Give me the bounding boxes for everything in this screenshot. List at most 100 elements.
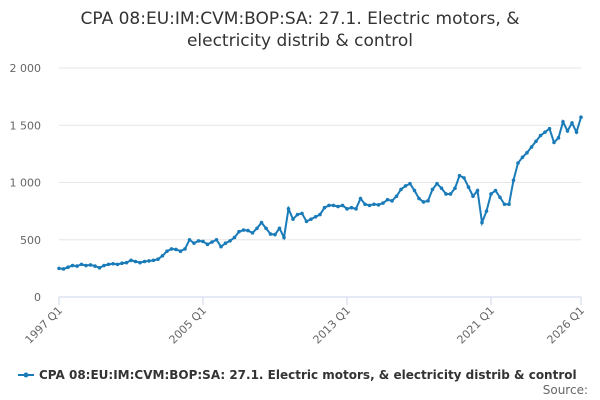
data-point xyxy=(408,181,412,186)
data-point xyxy=(462,176,466,180)
data-point xyxy=(399,187,403,192)
data-point xyxy=(250,231,255,235)
data-point xyxy=(516,161,520,165)
data-point xyxy=(241,228,246,232)
data-point xyxy=(520,155,525,160)
data-point xyxy=(160,253,165,258)
data-point xyxy=(552,140,556,145)
data-point xyxy=(210,240,214,244)
x-tick-label: 1997 Q1 xyxy=(23,304,66,347)
data-point xyxy=(525,150,529,155)
data-point xyxy=(498,195,502,200)
data-point xyxy=(561,120,565,124)
x-tick-label: 2021 Q1 xyxy=(455,304,498,347)
data-point xyxy=(579,115,583,120)
data-point xyxy=(565,129,570,133)
data-point xyxy=(313,215,318,219)
data-point xyxy=(394,194,399,199)
data-point xyxy=(84,263,88,268)
data-point xyxy=(201,239,205,244)
y-tick-label: 1 500 xyxy=(10,119,42,132)
data-point xyxy=(480,220,484,225)
data-point xyxy=(70,263,75,268)
data-point xyxy=(381,201,385,205)
data-point xyxy=(471,194,475,199)
data-point xyxy=(295,212,300,217)
data-point xyxy=(304,219,309,224)
x-tick-label: 2005 Q1 xyxy=(167,304,210,347)
legend-marker xyxy=(23,372,29,378)
data-point xyxy=(318,212,322,217)
data-point xyxy=(457,173,462,178)
data-point xyxy=(475,188,480,193)
y-tick-label: 1 000 xyxy=(10,177,42,190)
y-tick-label: 500 xyxy=(20,234,41,247)
data-point xyxy=(57,266,61,271)
data-point xyxy=(102,263,106,268)
data-point xyxy=(228,239,232,243)
data-point xyxy=(169,247,174,251)
data-point xyxy=(174,247,178,252)
data-point xyxy=(570,121,574,125)
data-point xyxy=(574,130,579,134)
data-point xyxy=(165,249,169,253)
data-point xyxy=(502,202,507,207)
data-point xyxy=(358,196,363,201)
data-point xyxy=(489,192,493,196)
data-point xyxy=(124,260,129,265)
data-point xyxy=(511,178,516,183)
chart-title: CPA 08:EU:IM:CVM:BOP:SA: 27.1. Electric … xyxy=(80,9,520,51)
x-tick-label: 2026 Q1 xyxy=(545,304,588,347)
data-point xyxy=(390,199,394,203)
data-point xyxy=(421,200,426,204)
data-point xyxy=(178,249,183,253)
y-tick-label: 0 xyxy=(34,291,41,304)
data-point xyxy=(430,187,435,192)
data-point xyxy=(444,192,448,196)
data-point xyxy=(466,185,471,189)
data-point xyxy=(322,205,327,210)
data-point xyxy=(223,241,228,245)
data-point xyxy=(129,258,133,263)
data-point xyxy=(340,203,345,208)
data-point xyxy=(300,211,304,216)
data-point xyxy=(93,264,97,268)
data-point xyxy=(75,264,79,268)
data-point xyxy=(448,192,453,196)
data-point xyxy=(111,261,115,266)
data-point xyxy=(147,259,151,263)
data-point xyxy=(439,186,444,191)
data-point xyxy=(106,262,111,267)
data-point xyxy=(336,204,340,209)
data-point xyxy=(268,232,273,236)
data-point xyxy=(538,133,543,138)
data-point xyxy=(435,181,439,186)
source-label: Source: xyxy=(543,383,588,397)
data-point xyxy=(556,136,561,140)
data-point xyxy=(547,126,552,131)
data-point xyxy=(219,244,223,249)
data-point xyxy=(156,257,160,262)
data-point xyxy=(273,232,277,237)
data-point xyxy=(493,188,498,193)
data-point xyxy=(327,203,331,208)
data-point xyxy=(192,241,196,245)
data-point xyxy=(187,237,192,242)
data-point xyxy=(133,259,138,264)
data-point xyxy=(66,265,70,270)
data-point xyxy=(282,235,286,240)
data-point xyxy=(115,262,120,267)
data-point xyxy=(196,239,201,243)
data-point xyxy=(543,130,547,134)
series-line xyxy=(58,116,582,270)
data-point xyxy=(277,226,282,231)
data-point xyxy=(259,220,264,225)
data-point xyxy=(484,209,489,213)
data-point xyxy=(183,247,187,251)
data-point xyxy=(142,259,147,264)
data-point xyxy=(507,202,511,207)
data-point xyxy=(376,203,381,207)
data-point xyxy=(205,242,210,247)
